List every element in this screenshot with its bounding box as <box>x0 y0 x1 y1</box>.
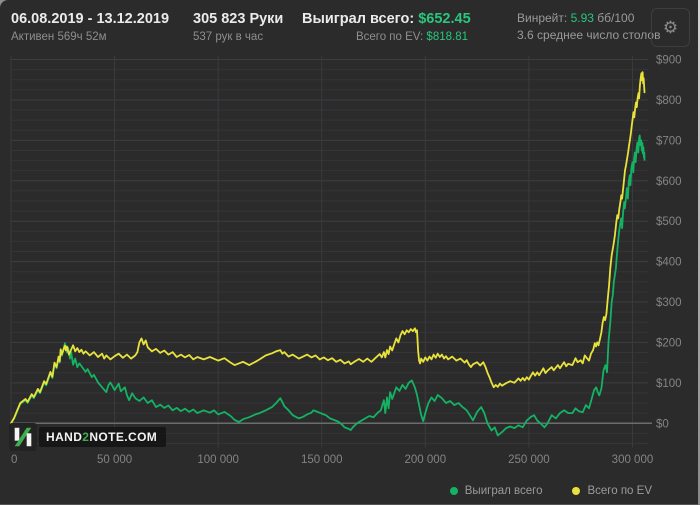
svg-text:$400: $400 <box>656 257 682 269</box>
svg-text:150 000: 150 000 <box>301 454 343 466</box>
hands-block: 305 823 Руки 537 рук в час <box>193 10 283 45</box>
hand2note-watermark: HAND2NOTE.COM <box>9 423 167 451</box>
winnings-block: Выиграл всего: $652.45 Всего по EV: $818… <box>302 10 471 45</box>
winrate-label: Винрейт: <box>517 11 568 25</box>
gear-icon: ⚙ <box>662 17 679 37</box>
svg-text:$600: $600 <box>656 176 682 188</box>
svg-text:50 000: 50 000 <box>97 454 132 466</box>
svg-text:$200: $200 <box>656 337 682 349</box>
legend-item-ev-total[interactable]: Всего по EV <box>572 485 652 497</box>
hands-per-hour: 537 рук в час <box>193 31 264 43</box>
svg-text:100 000: 100 000 <box>197 454 239 466</box>
svg-text:$0: $0 <box>656 418 669 430</box>
date-range-block: 06.08.2019 - 13.12.2019 Активен 569ч 52м <box>11 10 169 45</box>
avg-tables: 3.6 среднее число столов <box>517 28 661 42</box>
won-label: Выиграл всего: <box>302 11 415 27</box>
svg-text:250 000: 250 000 <box>508 454 550 466</box>
legend-dot-yellow-icon <box>572 487 581 495</box>
watermark-text: HAND2NOTE.COM <box>39 427 167 447</box>
svg-text:$900: $900 <box>656 55 682 67</box>
legend-label-won-total: Выиграл всего <box>464 485 543 497</box>
svg-text:$500: $500 <box>656 216 682 228</box>
active-time: Активен 569ч 52м <box>11 31 107 43</box>
hands-total: 305 823 Руки <box>193 11 284 27</box>
won-value: $652.45 <box>418 11 471 27</box>
ev-label: Всего по EV: <box>355 31 424 43</box>
legend-dot-green-icon <box>449 487 458 495</box>
winrate-block: Винрейт: 5.93 бб/100 3.6 среднее число с… <box>517 10 660 44</box>
svg-text:$700: $700 <box>656 135 682 147</box>
date-range: 06.08.2019 - 13.12.2019 <box>11 11 170 27</box>
window-edge-highlight <box>698 0 700 505</box>
ev-value: $818.81 <box>426 31 468 43</box>
winrate-unit: бб/100 <box>597 11 635 25</box>
svg-text:$300: $300 <box>656 297 682 309</box>
svg-text:$800: $800 <box>656 95 682 107</box>
chart-legend: Выиграл всего Всего по EV <box>449 485 652 497</box>
svg-text:0: 0 <box>11 454 17 466</box>
session-stats-header: 06.08.2019 - 13.12.2019 Активен 569ч 52м… <box>0 0 700 56</box>
winrate-value: 5.93 <box>570 11 594 25</box>
legend-item-won-total[interactable]: Выиграл всего <box>449 485 543 497</box>
svg-text:300 000: 300 000 <box>612 454 654 466</box>
svg-text:200 000: 200 000 <box>405 454 447 466</box>
hand2note-logo-icon <box>9 423 37 451</box>
legend-label-ev-total: Всего по EV <box>587 485 652 497</box>
settings-button[interactable]: ⚙ <box>651 8 690 47</box>
svg-text:$100: $100 <box>656 378 682 390</box>
